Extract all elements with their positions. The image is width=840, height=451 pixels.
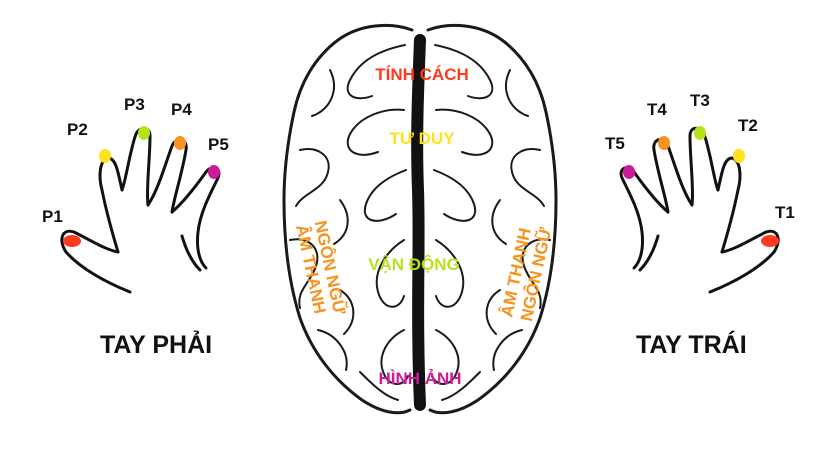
left-hand: [619, 126, 780, 294]
fingertip-t4: [658, 136, 670, 150]
left-hand-labels: T1 T2 T3 T4 T5: [605, 91, 795, 222]
fingertip-p4: [174, 136, 186, 150]
right-hand-middle: [146, 138, 188, 214]
right-hand-ring: [170, 166, 221, 270]
label-t5: T5: [605, 134, 625, 153]
left-hand-inner: [638, 234, 660, 272]
label-p2: P2: [67, 120, 88, 139]
brain-gyri-left: [289, 44, 409, 401]
left-hand-fingertips: [623, 126, 779, 247]
left-hand-ring: [619, 166, 670, 270]
label-p3: P3: [124, 95, 145, 114]
right-hand-fingertips: [63, 126, 220, 247]
fingertip-p5: [208, 165, 220, 179]
label-t2: T2: [738, 116, 758, 135]
left-hand-index: [688, 126, 720, 207]
left-hand-middle: [652, 138, 694, 214]
right-hand-labels: P1 P2 P3 P4 P5: [42, 95, 229, 226]
fingertip-p3: [138, 126, 150, 140]
brain: [282, 23, 558, 415]
brain-left-hemisphere: [282, 23, 414, 415]
left-hand-palm-edge: [716, 156, 742, 254]
region-personality: TÍNH CÁCH: [375, 65, 469, 84]
label-t3: T3: [690, 91, 710, 110]
fingertip-p1: [63, 235, 81, 247]
right-hand: [60, 126, 221, 294]
brain-gyri-right: [431, 44, 551, 401]
label-p4: P4: [171, 100, 192, 119]
label-p5: P5: [208, 135, 229, 154]
right-hand-thumb: [60, 229, 132, 294]
region-sound-left: ÂM THANH NGÔN NGỮ: [292, 219, 350, 317]
title-right-hand: TAY PHẢI: [100, 329, 212, 359]
fingertip-t1: [761, 235, 779, 247]
label-t4: T4: [647, 100, 667, 119]
fingertip-t2: [733, 149, 745, 163]
title-left-hand: TAY TRÁI: [636, 330, 747, 359]
fingertip-t3: [694, 126, 706, 140]
fingertip-p2: [99, 149, 111, 163]
left-hand-thumb: [708, 229, 780, 294]
label-t1: T1: [775, 203, 795, 222]
brain-longitudinal-fissure: [411, 34, 426, 411]
right-hand-inner: [180, 234, 202, 272]
fingertip-t5: [623, 165, 635, 179]
brain-right-hemisphere: [426, 23, 558, 415]
right-hand-index: [120, 126, 152, 207]
right-hand-palm-edge: [98, 156, 124, 254]
region-visual: HÌNH ẢNH: [378, 369, 461, 388]
region-motor: VẬN ĐỘNG: [368, 255, 460, 274]
region-sound-right: ÂM THANH NGÔN NGỮ: [497, 225, 555, 323]
region-thinking: TƯ DUY: [389, 129, 455, 148]
label-p1: P1: [42, 207, 63, 226]
